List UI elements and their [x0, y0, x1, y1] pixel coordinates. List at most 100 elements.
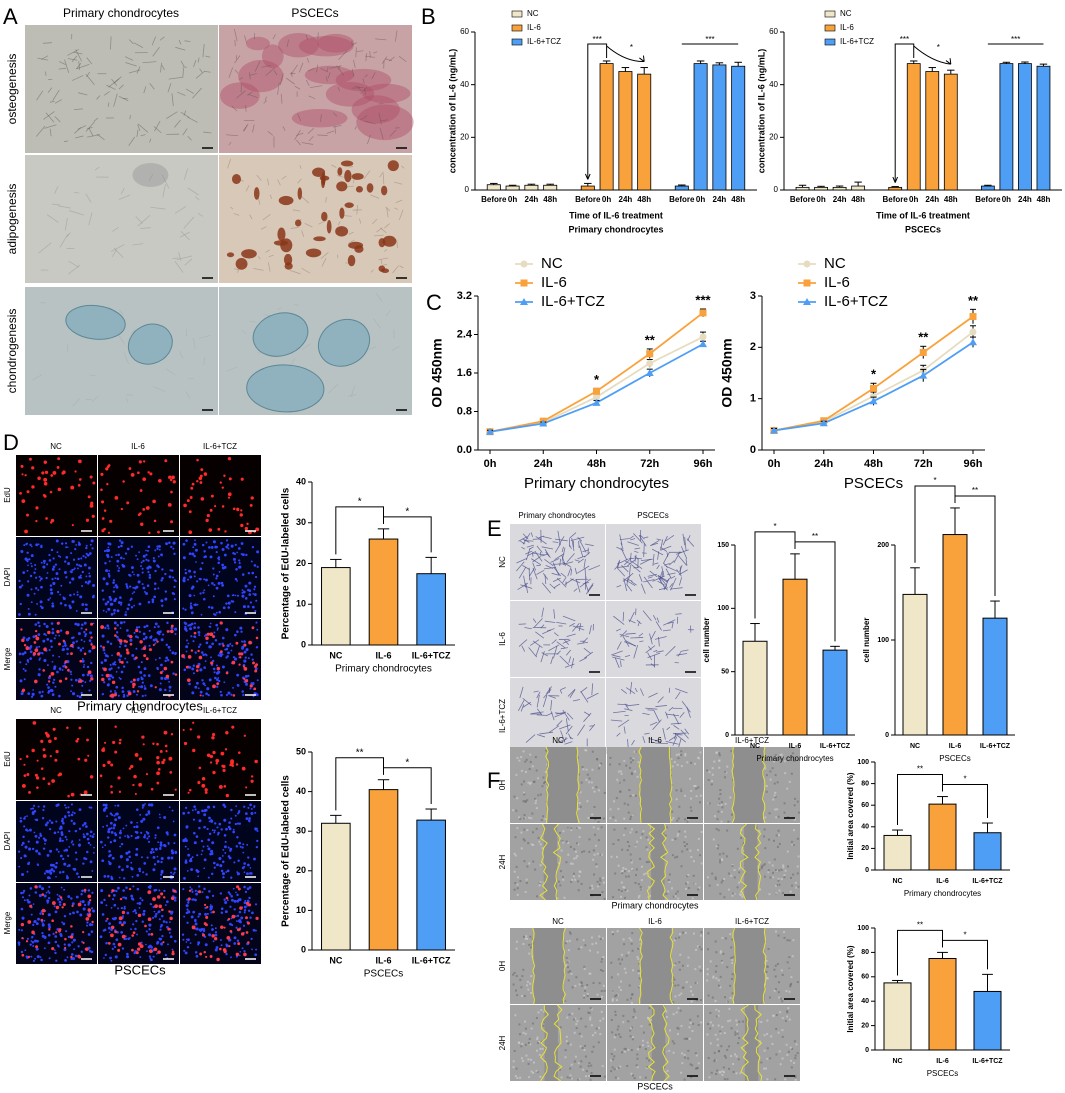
speckle: [642, 1044, 645, 1047]
stain: [356, 104, 414, 141]
speckle: [768, 996, 771, 999]
cell: [657, 577, 665, 588]
speckle: [600, 989, 603, 992]
nucleus: [183, 503, 187, 508]
cell: [540, 651, 545, 663]
nucleus: [249, 803, 252, 807]
nucleus: [172, 873, 175, 876]
speckle: [625, 954, 628, 957]
speckle: [763, 863, 766, 866]
speckle: [541, 785, 544, 788]
nucleus: [142, 909, 146, 913]
nucleus: [210, 494, 214, 498]
speckle: [797, 885, 800, 888]
cell: [676, 569, 682, 577]
nucleus: [132, 685, 135, 689]
nucleus: [45, 634, 47, 637]
speckle: [564, 1056, 567, 1059]
nucleus: [170, 520, 174, 524]
speckle: [527, 1062, 530, 1065]
speckle: [732, 956, 735, 959]
nucleus: [220, 541, 223, 545]
nucleus: [93, 833, 95, 835]
nucleus: [223, 681, 226, 684]
speckle: [699, 854, 702, 857]
nucleus: [154, 642, 157, 645]
speckle: [633, 770, 636, 773]
speckle: [777, 934, 780, 937]
speckle: [535, 1016, 538, 1019]
speckle: [642, 1031, 645, 1034]
nucleus: [161, 760, 165, 765]
speckle: [521, 1042, 524, 1045]
nucleus: [241, 645, 245, 649]
cell: [542, 628, 555, 635]
speckle: [711, 872, 714, 875]
nucleus: [244, 890, 248, 894]
speckle: [760, 867, 763, 870]
cell: [320, 114, 322, 123]
cell: [550, 711, 555, 721]
speckle: [626, 849, 629, 852]
nucleus: [22, 690, 25, 693]
nucleus: [64, 660, 68, 664]
speckle: [796, 865, 799, 868]
cell: [69, 210, 85, 216]
nucleus: [157, 625, 160, 628]
nucleus: [114, 916, 118, 920]
nucleus: [134, 656, 138, 660]
nucleus: [190, 587, 194, 590]
nucleus: [139, 512, 142, 515]
nucleus: [35, 636, 40, 641]
speckle: [596, 951, 599, 954]
cell: [626, 574, 631, 582]
speckle: [741, 896, 744, 899]
nucleus: [92, 852, 95, 854]
speckle: [560, 1076, 563, 1079]
nucleus: [165, 674, 170, 679]
speckle: [538, 1053, 541, 1056]
cell: [375, 292, 383, 302]
speckle: [524, 760, 527, 763]
nucleus: [205, 955, 208, 958]
nucleus: [87, 495, 91, 499]
nucleus: [51, 602, 54, 605]
speckle: [636, 1053, 639, 1056]
nucleus: [91, 891, 94, 894]
nucleus: [231, 600, 235, 603]
nucleus: [47, 598, 50, 601]
speckle: [671, 838, 674, 841]
nucleus: [85, 575, 88, 578]
nucleus: [249, 867, 252, 869]
cell: [316, 64, 319, 73]
cell: [91, 395, 99, 402]
speckle: [562, 878, 565, 881]
image-background: [98, 455, 179, 536]
speckle: [714, 878, 717, 881]
nucleus: [33, 919, 37, 924]
nucleus: [205, 636, 209, 641]
nucleus: [203, 556, 206, 559]
nucleus: [207, 847, 211, 851]
speckle: [719, 950, 722, 953]
nucleus: [197, 875, 200, 878]
nucleus: [63, 862, 67, 866]
nucleus: [221, 548, 225, 552]
nucleus: [53, 737, 57, 740]
cell: [76, 63, 90, 70]
nucleus: [247, 909, 251, 912]
nucleus: [184, 608, 187, 611]
speckle: [577, 843, 580, 846]
speckle: [719, 789, 722, 792]
speckle: [617, 1077, 620, 1080]
nucleus: [145, 558, 148, 561]
speckle: [692, 932, 695, 935]
panel-letter: C: [426, 290, 442, 315]
cell: [549, 583, 556, 590]
speckle: [520, 1057, 523, 1060]
cell: [182, 67, 184, 78]
speckle: [678, 968, 681, 971]
cell: [659, 571, 663, 581]
nucleus: [19, 819, 23, 823]
cell: [678, 569, 688, 576]
